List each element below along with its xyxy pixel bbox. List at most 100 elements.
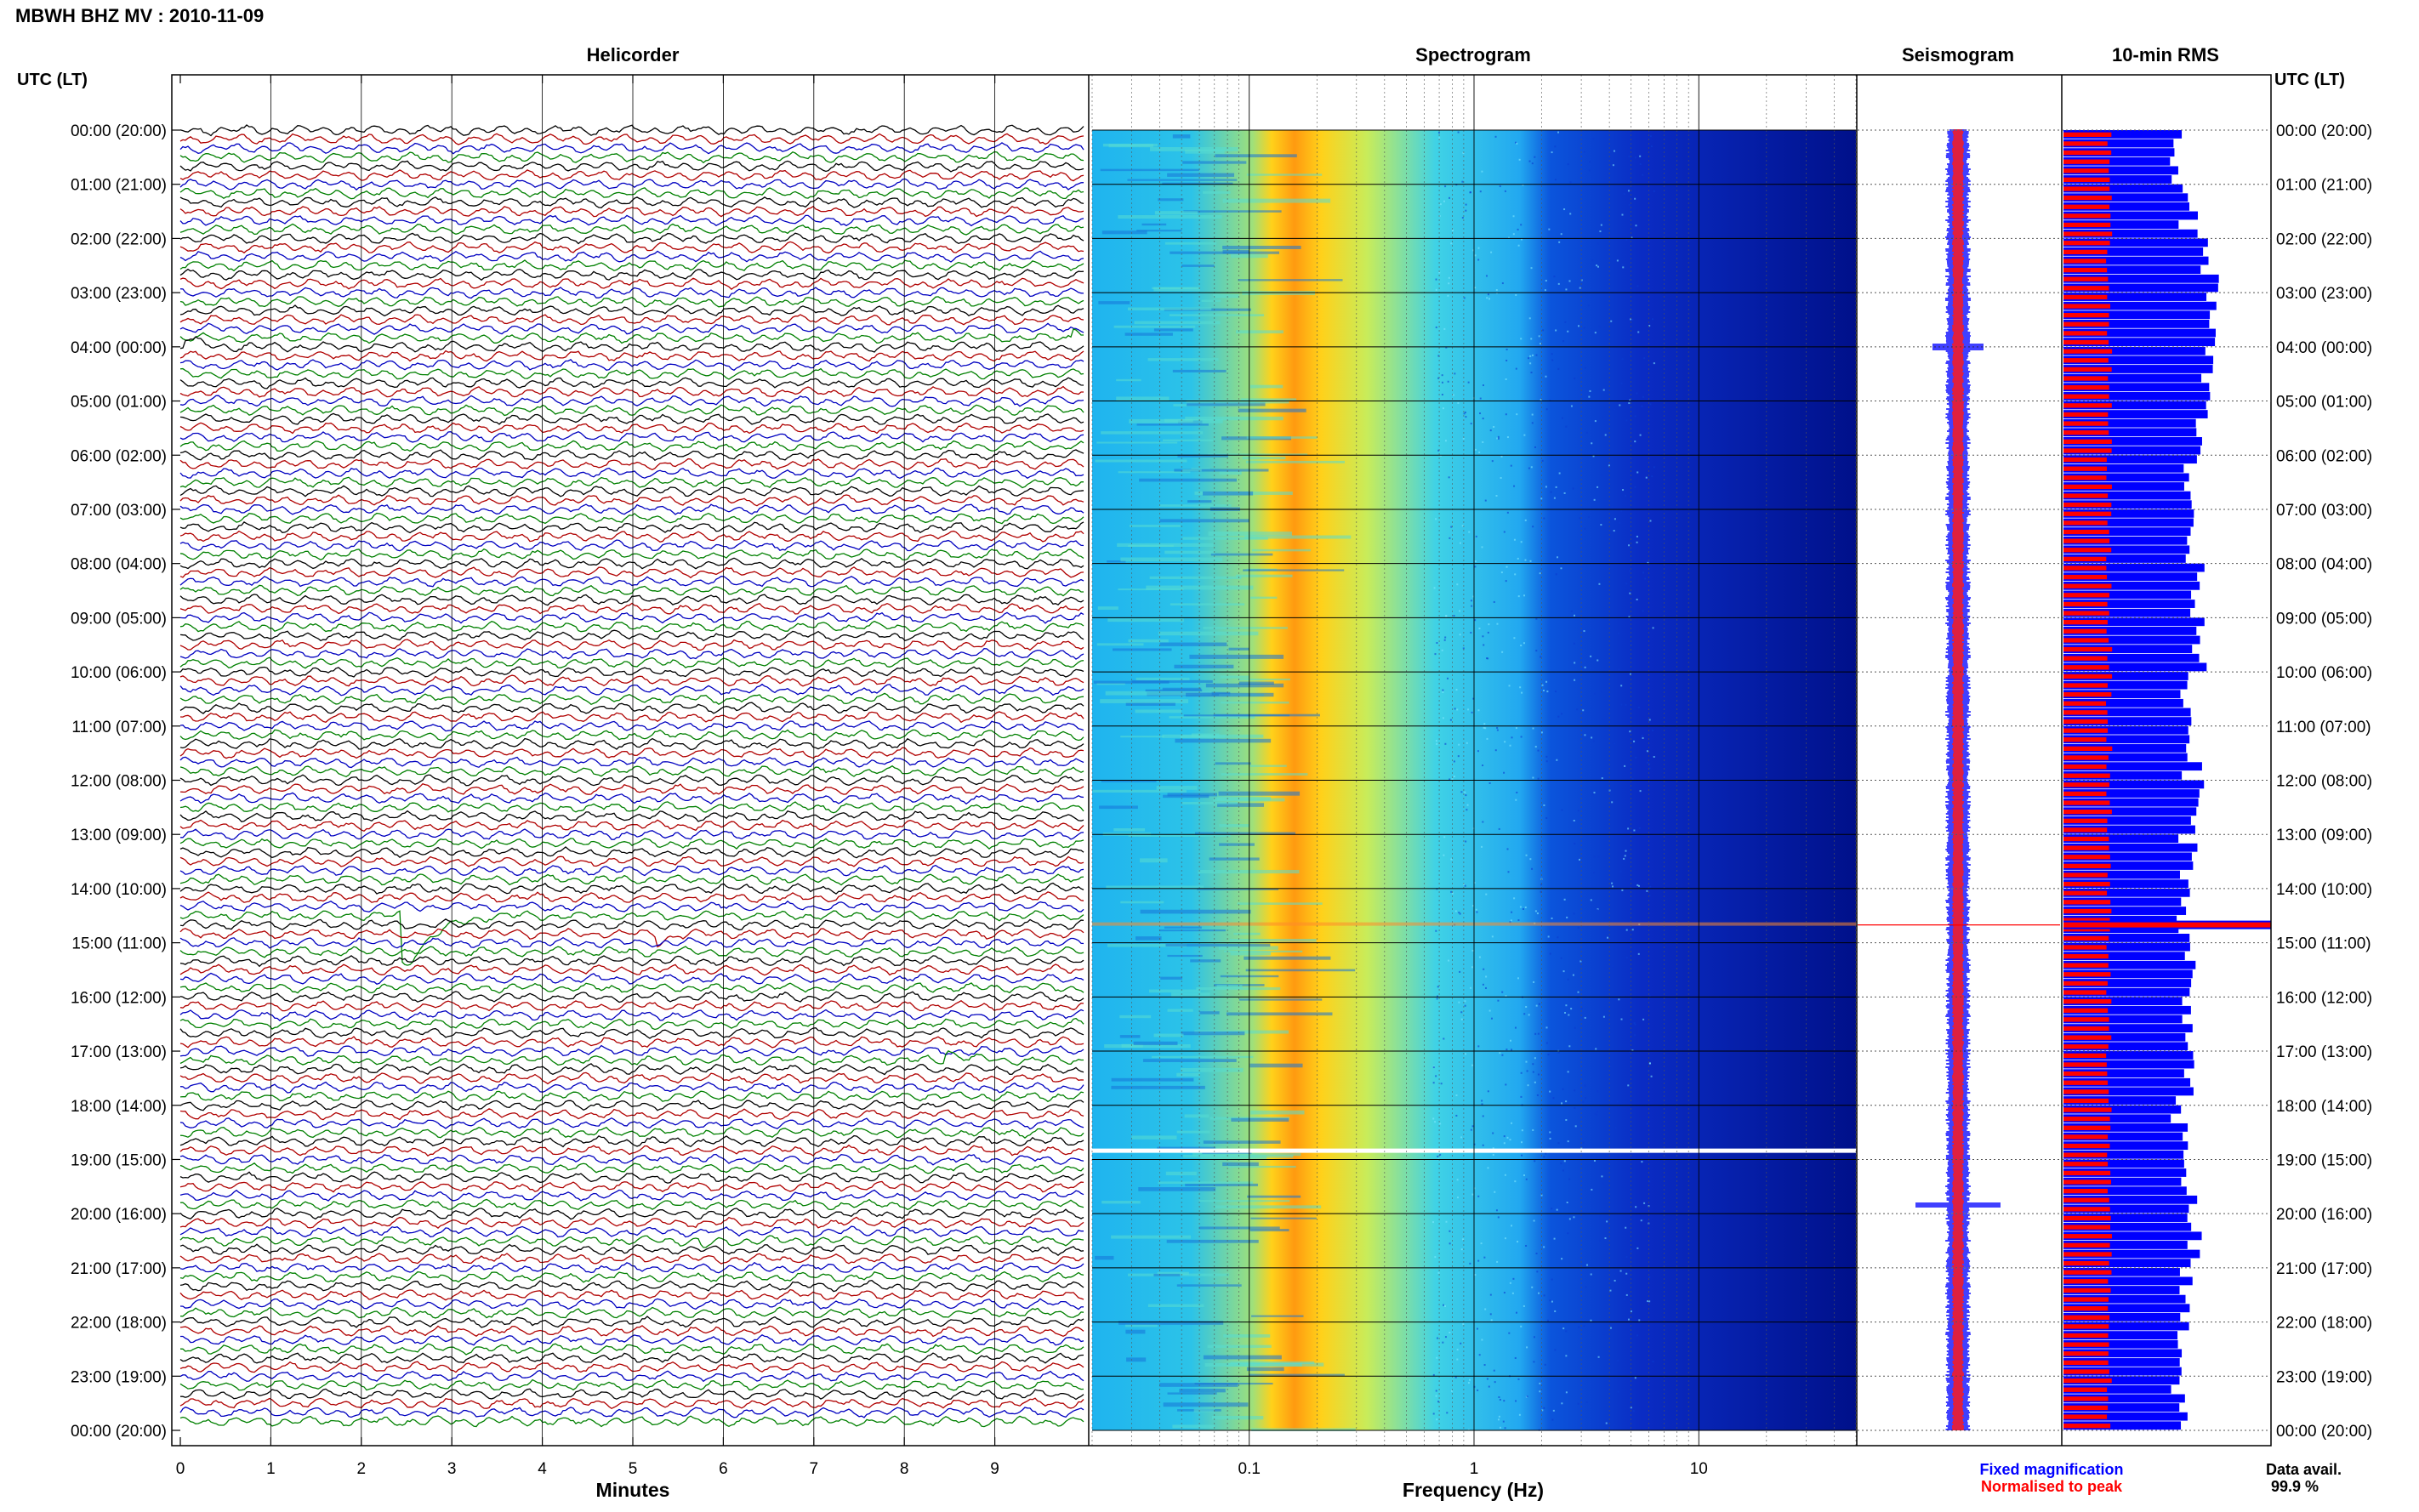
spectrogram-speckle	[1488, 782, 1491, 784]
spectrogram-speckle	[1560, 567, 1562, 570]
spectrogram-speckle	[1446, 677, 1449, 679]
hour-tick-label-right: 19:00 (15:00)	[2276, 1151, 2372, 1169]
rms-normalised-bar	[2063, 782, 2109, 787]
rms-fixed-bar	[2063, 1339, 2178, 1349]
spectrogram-speckle	[1585, 431, 1588, 434]
spectrogram-speckle	[1540, 399, 1542, 401]
spectrogram-speckle	[1438, 271, 1441, 274]
spectrogram-speckle	[1482, 418, 1484, 420]
rms-normalised-bar	[2063, 249, 2108, 254]
spectrogram-speckle	[1570, 1008, 1573, 1010]
rms-fixed-bar	[2063, 1214, 2188, 1222]
spectrogram-speckle	[1648, 719, 1651, 721]
spectrogram-speckle	[1580, 279, 1583, 281]
spectrogram-speckle	[1627, 1318, 1630, 1321]
spectrogram-speckle	[1443, 836, 1446, 838]
spectrogram-texture	[1250, 596, 1278, 600]
spectrogram-texture	[1165, 943, 1271, 947]
spectrogram-speckle	[1449, 778, 1451, 781]
spectrogram-speckle	[1548, 228, 1551, 230]
rms-fixed-bar	[2063, 852, 2192, 861]
rms-normalised-bar	[2063, 1378, 2112, 1384]
spectrogram-speckle	[1454, 1376, 1457, 1378]
hour-tick-label-right: 22:00 (18:00)	[2276, 1315, 2372, 1333]
spectrogram-texture	[1142, 1059, 1237, 1062]
spectrogram-speckle	[1523, 1305, 1525, 1307]
spectrogram-speckle	[1487, 1167, 1489, 1169]
rms-normalised-bar	[2063, 1125, 2111, 1130]
spectrogram-speckle	[1525, 854, 1528, 856]
spectrogram-texture	[1153, 1273, 1181, 1276]
rms-normalised-bar	[2063, 1053, 2107, 1059]
spectrogram-speckle	[1465, 209, 1467, 212]
rms-normalised-bar	[2063, 908, 2112, 914]
rms-normalised-bar	[2063, 358, 2109, 363]
spectrogram-speckle	[1634, 1023, 1636, 1026]
spectrogram-speckle	[1605, 173, 1608, 175]
spectrogram-speckle	[1440, 1083, 1443, 1085]
spectrogram-texture	[1175, 738, 1272, 743]
spectrogram-speckle	[1439, 1153, 1442, 1156]
spectrogram-speckle	[1462, 1323, 1465, 1326]
hour-tick-label-left: 09:00 (05:00)	[71, 610, 167, 628]
spectrogram-speckle	[1471, 711, 1473, 713]
spectrogram-speckle	[1513, 538, 1516, 541]
spectrogram-speckle	[1573, 642, 1575, 645]
rms-fixed-bar	[2063, 527, 2191, 537]
spectrogram-speckle	[1618, 632, 1620, 634]
helicorder-trace	[179, 991, 1084, 1003]
spectrogram-speckle	[1636, 471, 1639, 474]
spectrogram-speckle	[1553, 1237, 1556, 1240]
spectrogram-speckle	[1530, 267, 1533, 270]
spectrogram-speckle	[1435, 278, 1437, 281]
rms-fixed-bar	[2063, 789, 2200, 798]
rms-normalised-bar	[2063, 1242, 2110, 1248]
spectrogram-speckle	[1515, 1400, 1517, 1402]
spectrogram-speckle	[1597, 1356, 1600, 1358]
spectrogram-speckle	[1554, 691, 1557, 693]
spectrogram-speckle	[1457, 401, 1460, 404]
spectrogram-speckle	[1439, 1123, 1442, 1125]
hour-tick-label-left: 19:00 (15:00)	[71, 1151, 167, 1169]
spectrogram-texture	[1158, 631, 1259, 636]
spectrogram-speckle	[1484, 986, 1487, 989]
spectrogram-speckle	[1472, 697, 1475, 700]
rms-normalised-bar	[2063, 773, 2110, 778]
rms-normalised-bar	[2063, 1026, 2109, 1032]
spectrogram-speckle	[1583, 151, 1585, 153]
spectrogram-texture	[1249, 1229, 1289, 1232]
spectrogram-speckle	[1620, 382, 1623, 384]
spectrogram-speckle	[1618, 998, 1620, 1001]
spectrogram-texture	[1164, 418, 1193, 423]
rms-fixed-bar	[2063, 1042, 2188, 1051]
spectrogram-speckle	[1640, 1219, 1642, 1222]
spectrogram-speckle	[1516, 791, 1518, 793]
spectrogram-speckle	[1625, 929, 1628, 931]
helicorder-trace	[179, 377, 1084, 389]
spectrogram-texture	[1176, 1130, 1210, 1134]
spectrogram-speckle	[1464, 1000, 1466, 1003]
spectrogram-speckle	[1543, 1294, 1545, 1297]
rms-fixed-bar	[2063, 888, 2190, 897]
spectrogram-speckle	[1461, 217, 1464, 219]
spectrogram-speckle	[1622, 489, 1625, 492]
spectrogram-texture	[1198, 1200, 1290, 1202]
rms-normalised-bar	[2063, 620, 2108, 625]
spectrogram-speckle	[1557, 282, 1560, 285]
rms-fixed-bar	[2063, 1032, 2186, 1042]
rms-normalised-bar	[2063, 1080, 2109, 1085]
spectrogram-speckle	[1557, 1142, 1560, 1145]
rms-fixed-bar	[2063, 626, 2197, 635]
spectrogram-speckle	[1524, 907, 1527, 909]
hour-tick-label-right: 00:00 (20:00)	[2276, 1423, 2372, 1441]
rms-normalised-bar	[2063, 1117, 2110, 1122]
legend-fixed-magnification: Fixed magnification	[1979, 1461, 2123, 1478]
spectrogram-speckle	[1634, 415, 1636, 418]
spectrogram-speckle	[1515, 293, 1517, 296]
helicorder-trace	[179, 1369, 1084, 1383]
helicorder-trace	[179, 250, 1084, 263]
spectrogram-speckle	[1617, 1360, 1619, 1362]
spectrogram-texture	[1192, 1152, 1301, 1157]
rms-fixed-bar	[2063, 482, 2184, 491]
rms-fixed-bar	[2063, 798, 2199, 807]
